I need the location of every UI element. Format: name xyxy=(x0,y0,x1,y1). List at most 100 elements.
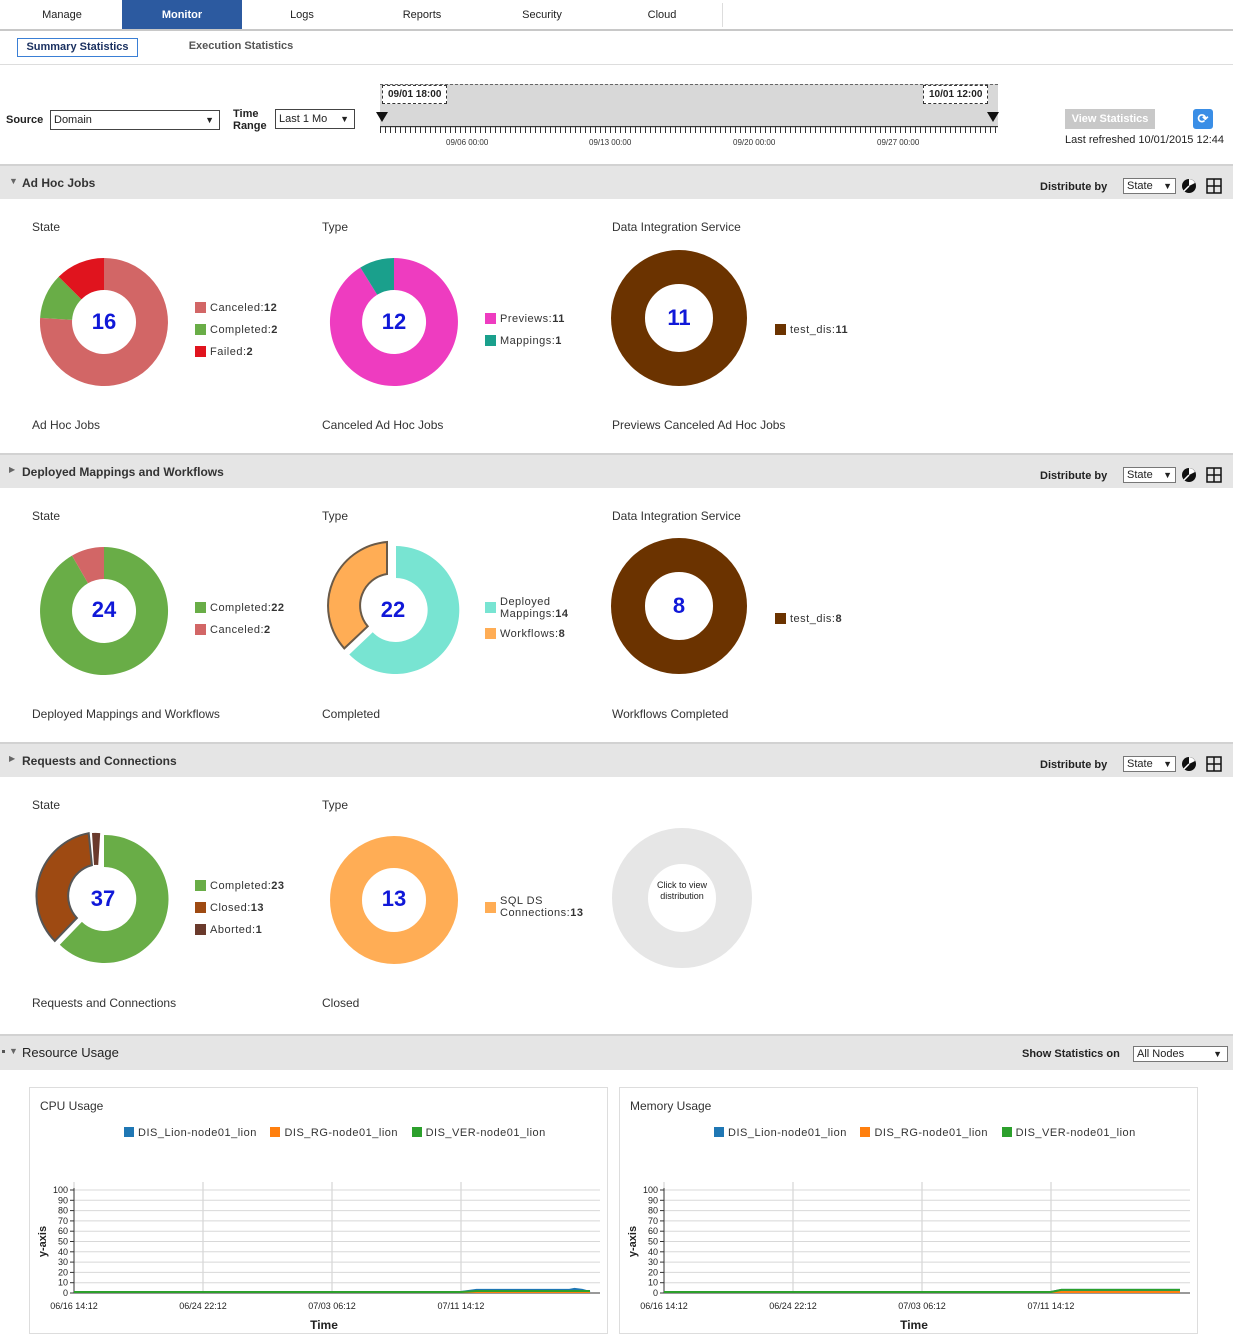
resize-dot xyxy=(2,1050,5,1053)
donut-slice-previews xyxy=(329,258,458,386)
tab-execution-statistics[interactable]: Execution Statistics xyxy=(188,40,294,52)
legend-item-canceled[interactable]: Canceled: 2 xyxy=(195,624,285,636)
range-start-label[interactable]: 09/01 18:00 xyxy=(382,85,448,104)
legend-item-completed[interactable]: Completed: 22 xyxy=(195,602,285,614)
chart-caption: Canceled Ad Hoc Jobs xyxy=(322,418,444,432)
chart-heading: Type xyxy=(322,220,349,234)
legend-item-failed[interactable]: Failed: 2 xyxy=(195,346,278,358)
click-to-view-distribution-donut[interactable] xyxy=(612,828,752,968)
requests-state-donut[interactable] xyxy=(28,830,170,972)
tab-manage[interactable]: Manage xyxy=(42,9,82,21)
view-statistics-button[interactable]: View Statistics xyxy=(1065,109,1155,129)
legend: SQL DS Connections:13 xyxy=(485,895,592,929)
pie-chart-icon[interactable] xyxy=(1181,467,1197,483)
section-title: Resource Usage xyxy=(22,1045,119,1060)
legend-item-mappings[interactable]: Mappings: 1 xyxy=(485,335,565,347)
legend-item-completed[interactable]: Completed: 2 xyxy=(195,324,278,336)
deployed-state-donut[interactable] xyxy=(38,545,170,677)
x-tick-label: 06/24 22:12 xyxy=(179,1301,227,1311)
collapse-triangle-icon[interactable]: ▼ xyxy=(9,176,18,186)
tab-summary-statistics[interactable]: Summary Statistics xyxy=(17,38,138,57)
y-tick-label: 50 xyxy=(648,1237,658,1247)
legend-item-test-dis[interactable]: test_dis: 8 xyxy=(775,613,842,625)
grid-view-icon[interactable] xyxy=(1206,467,1222,483)
chart-caption: Workflows Completed xyxy=(612,707,729,721)
donut-slice-completed xyxy=(40,276,82,320)
requests-type-donut[interactable] xyxy=(328,834,460,966)
legend-item-sql-ds[interactable]: SQL DS Connections:13 xyxy=(485,895,592,919)
legend-item-rg[interactable]: DIS_RG-node01_lion xyxy=(860,1127,988,1139)
distribute-by-select[interactable]: State ▼ xyxy=(1123,467,1176,483)
timeline-tick-label: 09/20 00:00 xyxy=(733,138,776,147)
adhoc-service-donut[interactable] xyxy=(611,250,747,386)
adhoc-type-donut[interactable] xyxy=(328,256,460,388)
tab-reports[interactable]: Reports xyxy=(402,9,442,21)
pie-chart-icon[interactable] xyxy=(1181,756,1197,772)
tab-monitor[interactable]: Monitor xyxy=(122,0,242,29)
donut-slice-sql-ds xyxy=(330,836,458,964)
chart-heading: Type xyxy=(322,509,349,523)
timeline-ticks xyxy=(380,127,998,133)
donut-slice-canceled xyxy=(39,258,168,386)
click-to-view-distribution-text[interactable]: Click to view distribution xyxy=(656,880,707,901)
tab-logs[interactable]: Logs xyxy=(290,9,314,21)
range-end-handle[interactable] xyxy=(987,112,999,122)
legend-item-rg[interactable]: DIS_RG-node01_lion xyxy=(270,1127,398,1139)
expand-triangle-icon[interactable]: ▶ xyxy=(9,465,16,474)
section-header-requests: ▶ Requests and Connections Distribute by… xyxy=(0,742,1233,777)
time-range-select[interactable]: Last 1 Mo ▼ xyxy=(275,109,355,129)
timeline-range-slider[interactable] xyxy=(380,84,998,128)
legend-item-canceled[interactable]: Canceled: 12 xyxy=(195,302,278,314)
cpu-usage-chart[interactable]: 06/16 14:12 06/24 22:12 07/03 06:12 07/11 1… xyxy=(30,1176,607,1333)
legend-item-ver[interactable]: DIS_VER-node01_lion xyxy=(1001,1127,1136,1139)
memory-usage-chart[interactable]: 06/16 14:12 06/24 22:12 07/03 06:12 07/11 1… xyxy=(620,1176,1197,1333)
legend: test_dis: 11 xyxy=(775,324,848,346)
tab-security[interactable]: Security xyxy=(522,9,562,21)
legend-item-previews[interactable]: Previews: 11 xyxy=(485,313,565,325)
donut-slice-canceled xyxy=(72,547,104,584)
chart-heading: Data Integration Service xyxy=(612,509,741,523)
donut-total: 13 xyxy=(381,886,407,911)
show-statistics-select[interactable]: All Nodes ▼ xyxy=(1133,1046,1228,1062)
range-start-handle[interactable] xyxy=(376,112,388,122)
chart-caption: Ad Hoc Jobs xyxy=(32,418,101,432)
legend-item-lion[interactable]: DIS_Lion-node01_lion xyxy=(714,1127,847,1139)
legend-item-closed[interactable]: Closed: 13 xyxy=(195,902,285,914)
chart-caption: Completed xyxy=(322,707,381,721)
expand-triangle-icon[interactable]: ▶ xyxy=(9,754,16,763)
adhoc-state-donut[interactable] xyxy=(38,256,170,388)
legend-item-aborted[interactable]: Aborted: 1 xyxy=(195,924,285,936)
grid-view-icon[interactable] xyxy=(1206,178,1222,194)
collapse-triangle-icon[interactable]: ▼ xyxy=(9,1046,18,1056)
legend: Canceled: 12 Completed: 2 Failed: 2 xyxy=(195,302,278,368)
x-tick-label: 07/11 14:12 xyxy=(438,1301,485,1311)
legend: Completed: 23 Closed: 13 Aborted: 1 xyxy=(195,880,285,946)
source-select[interactable]: Domain ▼ xyxy=(50,110,220,130)
legend-item-ver[interactable]: DIS_VER-node01_lion xyxy=(411,1127,546,1139)
distribute-by-select[interactable]: State ▼ xyxy=(1123,178,1176,194)
legend-item-completed[interactable]: Completed: 23 xyxy=(195,880,285,892)
deployed-service-donut[interactable] xyxy=(611,538,747,674)
distribute-by-select[interactable]: State ▼ xyxy=(1123,756,1176,772)
donut-slice-completed xyxy=(59,834,169,963)
donut-total: 12 xyxy=(381,309,407,334)
timeline-tick-label: 09/06 00:00 xyxy=(446,138,489,147)
refresh-icon[interactable]: ⟳ xyxy=(1193,109,1213,129)
grid-view-icon[interactable] xyxy=(1206,756,1222,772)
y-tick-label: 50 xyxy=(58,1237,68,1247)
pie-chart-icon[interactable] xyxy=(1181,178,1197,194)
y-tick-label: 60 xyxy=(648,1226,658,1236)
section-title: Deployed Mappings and Workflows xyxy=(22,465,224,479)
legend-item-test-dis[interactable]: test_dis: 11 xyxy=(775,324,848,336)
legend-item-lion[interactable]: DIS_Lion-node01_lion xyxy=(124,1127,257,1139)
time-range-label-line2: Range xyxy=(233,120,267,132)
chart-title: Memory Usage xyxy=(630,1099,712,1113)
legend-item-deployed-mappings[interactable]: Deployed Mappings:14 xyxy=(485,596,578,620)
deployed-type-donut[interactable] xyxy=(320,540,462,682)
filter-bar: Source Domain ▼ Time Range Last 1 Mo ▼ 0… xyxy=(0,66,1233,164)
tab-cloud[interactable]: Cloud xyxy=(647,9,677,21)
range-end-label[interactable]: 10/01 12:00 xyxy=(923,85,989,104)
legend-item-workflows[interactable]: Workflows: 8 xyxy=(485,628,578,640)
y-tick-label: 80 xyxy=(58,1206,68,1216)
chart-legend: DIS_Lion-node01_lion DIS_RG-node01_lion … xyxy=(124,1127,556,1139)
